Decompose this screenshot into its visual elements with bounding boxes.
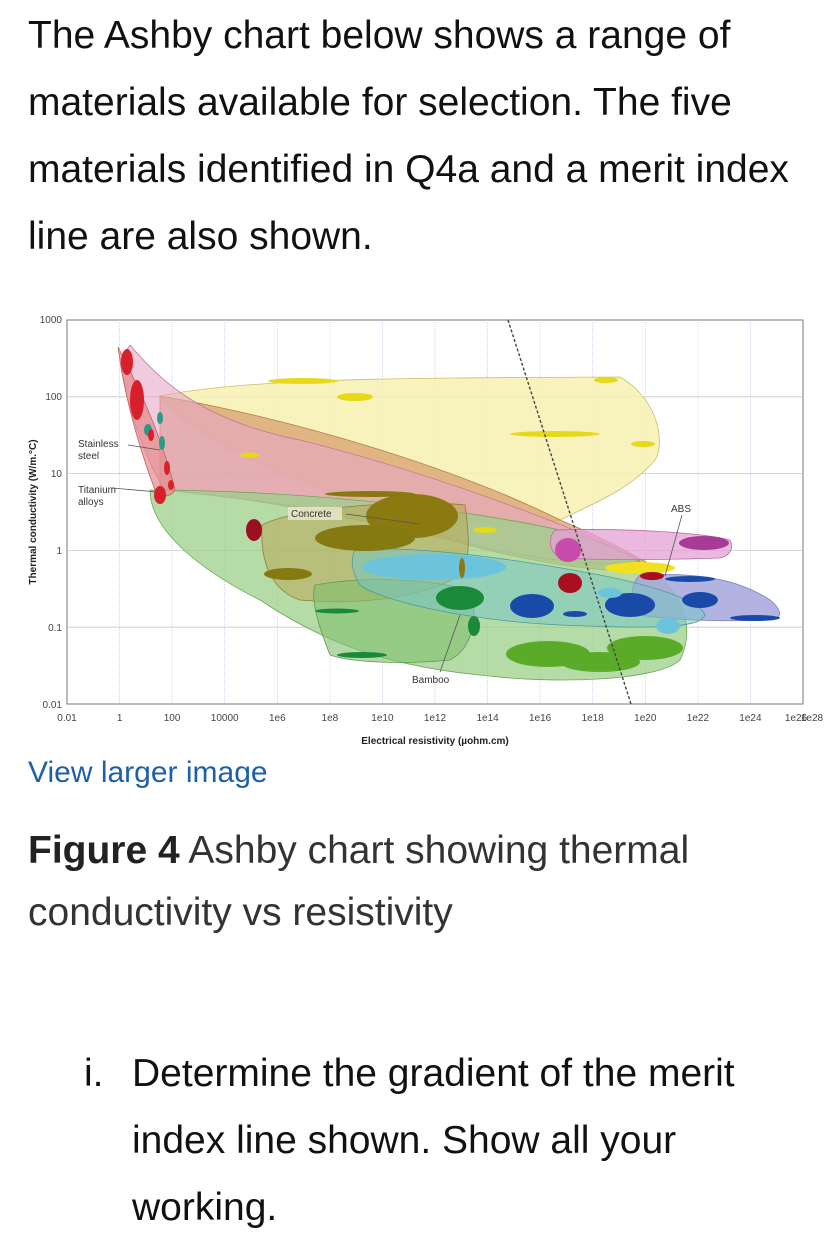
svg-text:1e14: 1e14 [476, 713, 499, 724]
x-tick-labels: 0.01 1 100 10000 1e6 1e8 1e10 1e12 1e14 … [57, 713, 807, 724]
label-concrete: Concrete [291, 509, 332, 520]
svg-text:100: 100 [164, 713, 181, 724]
svg-text:0.01: 0.01 [57, 713, 77, 724]
svg-text:0.1: 0.1 [48, 623, 62, 634]
svg-text:1: 1 [56, 546, 62, 557]
label-stainless-steel: Stainless steel [78, 439, 119, 462]
svg-text:1e10: 1e10 [371, 713, 394, 724]
y-tick-labels: 1000 100 10 1 0.1 0.01 [40, 315, 63, 711]
annotation-leaders [111, 444, 683, 673]
figure-caption-text: Ashby chart showing thermal conductivity… [28, 829, 690, 934]
svg-text:100: 100 [45, 392, 62, 403]
question-number: i. [84, 1052, 104, 1095]
y-axis-title: Thermal conductivity (W/m.°C) [28, 439, 39, 584]
svg-text:1000: 1000 [40, 315, 63, 326]
figure-number: Figure 4 [28, 829, 180, 872]
svg-text:1e16: 1e16 [529, 713, 552, 724]
material-bubbles [121, 349, 780, 672]
svg-text:1e8: 1e8 [322, 713, 339, 724]
intro-paragraph: The Ashby chart below shows a range of m… [28, 14, 789, 258]
svg-text:10000: 10000 [211, 713, 239, 724]
svg-text:10: 10 [51, 469, 63, 480]
svg-text:1e24: 1e24 [739, 713, 762, 724]
x-axis-title: Electrical resistivity (µohm.cm) [361, 736, 509, 747]
label-abs: ABS [671, 504, 691, 515]
ashby-chart-figure: Stainless steel Titanium alloys Concrete A… [0, 300, 840, 760]
svg-text:1e6: 1e6 [269, 713, 286, 724]
question-text: Determine the gradient of the merit inde… [132, 1052, 735, 1229]
question-item: i. Determine the gradient of the merit i… [84, 1040, 824, 1241]
svg-text:1e18: 1e18 [582, 713, 605, 724]
label-bamboo: Bamboo [412, 675, 450, 686]
label-titanium-alloys: Titanium alloys [78, 485, 116, 508]
view-larger-image-link[interactable]: View larger image [28, 756, 268, 789]
merit-index-line [507, 319, 632, 705]
svg-text:1: 1 [117, 713, 123, 724]
svg-text:0.01: 0.01 [43, 700, 63, 711]
svg-text:1e28: 1e28 [801, 713, 824, 724]
ashby-chart: Stainless steel Titanium alloys Concrete A… [28, 315, 824, 747]
svg-text:1e26: 1e26 [785, 713, 808, 724]
svg-text:1e20: 1e20 [634, 713, 657, 724]
svg-text:1e22: 1e22 [687, 713, 710, 724]
svg-text:1e12: 1e12 [424, 713, 447, 724]
figure-caption: Figure 4 Ashby chart showing thermal con… [28, 820, 818, 944]
